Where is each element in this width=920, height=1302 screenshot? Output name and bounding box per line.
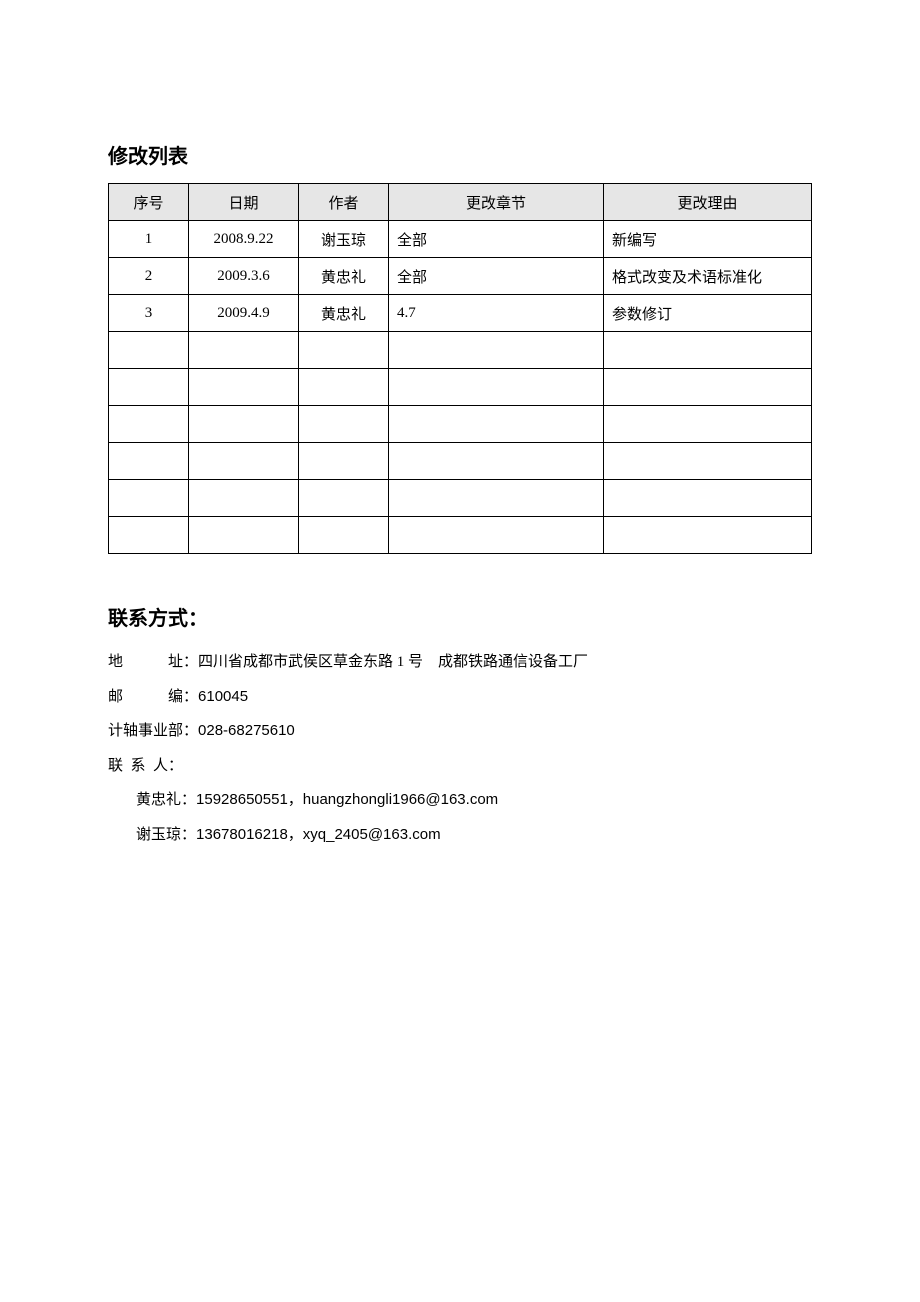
col-header-num: 序号 [109, 184, 189, 221]
cell-section [389, 332, 604, 369]
table-row [109, 517, 812, 554]
address-label: 地 址： [108, 645, 198, 680]
cell-num [109, 369, 189, 406]
cell-num [109, 480, 189, 517]
cell-reason [604, 406, 812, 443]
cell-author [299, 443, 389, 480]
cell-reason [604, 369, 812, 406]
cell-reason: 参数修订 [604, 295, 812, 332]
cell-num: 1 [109, 221, 189, 258]
cell-date [189, 443, 299, 480]
cell-date [189, 406, 299, 443]
contact-address: 地 址：四川省成都市武侯区草金东路 1 号 成都铁路通信设备工厂 [108, 645, 812, 680]
cell-author [299, 332, 389, 369]
cell-section: 全部 [389, 258, 604, 295]
cell-section [389, 406, 604, 443]
table-row [109, 332, 812, 369]
col-header-section: 更改章节 [389, 184, 604, 221]
cell-reason [604, 332, 812, 369]
cell-num: 3 [109, 295, 189, 332]
cell-num [109, 443, 189, 480]
cell-date [189, 517, 299, 554]
cell-section [389, 369, 604, 406]
person1-info: 15928650551，huangzhongli1966@163.com [196, 791, 498, 808]
person2-name: 谢玉琼： [136, 827, 196, 843]
cell-author [299, 406, 389, 443]
cell-author: 谢玉琼 [299, 221, 389, 258]
cell-reason [604, 443, 812, 480]
contact-section: 联系方式： 地 址：四川省成都市武侯区草金东路 1 号 成都铁路通信设备工厂 邮… [108, 602, 812, 852]
cell-section [389, 517, 604, 554]
cell-num [109, 406, 189, 443]
contact-person-1: 黄忠礼：15928650551，huangzhongli1966@163.com [108, 783, 812, 818]
cell-author [299, 517, 389, 554]
contact-dept: 计轴事业部：028-68275610 [108, 714, 812, 749]
table-row [109, 443, 812, 480]
table-row: 12008.9.22谢玉琼全部新编写 [109, 221, 812, 258]
cell-date [189, 369, 299, 406]
cell-author: 黄忠礼 [299, 295, 389, 332]
cell-reason [604, 517, 812, 554]
cell-date: 2009.4.9 [189, 295, 299, 332]
cell-reason: 格式改变及术语标准化 [604, 258, 812, 295]
cell-author [299, 369, 389, 406]
contact-person-2: 谢玉琼：13678016218，xyq_2405@163.com [108, 818, 812, 853]
cell-section: 全部 [389, 221, 604, 258]
table-row [109, 369, 812, 406]
postcode-value: 610045 [198, 688, 248, 705]
col-header-author: 作者 [299, 184, 389, 221]
cell-author: 黄忠礼 [299, 258, 389, 295]
cell-section: 4.7 [389, 295, 604, 332]
person1-name: 黄忠礼： [136, 792, 196, 808]
cell-section [389, 480, 604, 517]
cell-reason: 新编写 [604, 221, 812, 258]
table-row [109, 480, 812, 517]
cell-num [109, 517, 189, 554]
postcode-label: 邮 编： [108, 680, 198, 715]
col-header-reason: 更改理由 [604, 184, 812, 221]
cell-author [299, 480, 389, 517]
person-label: 联 系 人： [108, 749, 183, 784]
contact-person-label: 联 系 人： [108, 749, 812, 784]
cell-date: 2009.3.6 [189, 258, 299, 295]
cell-num: 2 [109, 258, 189, 295]
dept-value: 028-68275610 [198, 722, 295, 739]
cell-section [389, 443, 604, 480]
address-value: 四川省成都市武侯区草金东路 1 号 成都铁路通信设备工厂 [198, 654, 588, 670]
cell-reason [604, 480, 812, 517]
revision-table: 序号 日期 作者 更改章节 更改理由 12008.9.22谢玉琼全部新编写220… [108, 183, 812, 554]
table-row: 22009.3.6黄忠礼全部格式改变及术语标准化 [109, 258, 812, 295]
person2-info: 13678016218，xyq_2405@163.com [196, 826, 441, 843]
table-row [109, 406, 812, 443]
col-header-date: 日期 [189, 184, 299, 221]
cell-date [189, 332, 299, 369]
cell-date: 2008.9.22 [189, 221, 299, 258]
cell-date [189, 480, 299, 517]
dept-label: 计轴事业部： [108, 714, 198, 749]
cell-num [109, 332, 189, 369]
table-row: 32009.4.9黄忠礼4.7参数修订 [109, 295, 812, 332]
revision-list-title: 修改列表 [108, 140, 812, 169]
contact-title: 联系方式： [108, 602, 812, 631]
table-header-row: 序号 日期 作者 更改章节 更改理由 [109, 184, 812, 221]
contact-postcode: 邮 编：610045 [108, 680, 812, 715]
